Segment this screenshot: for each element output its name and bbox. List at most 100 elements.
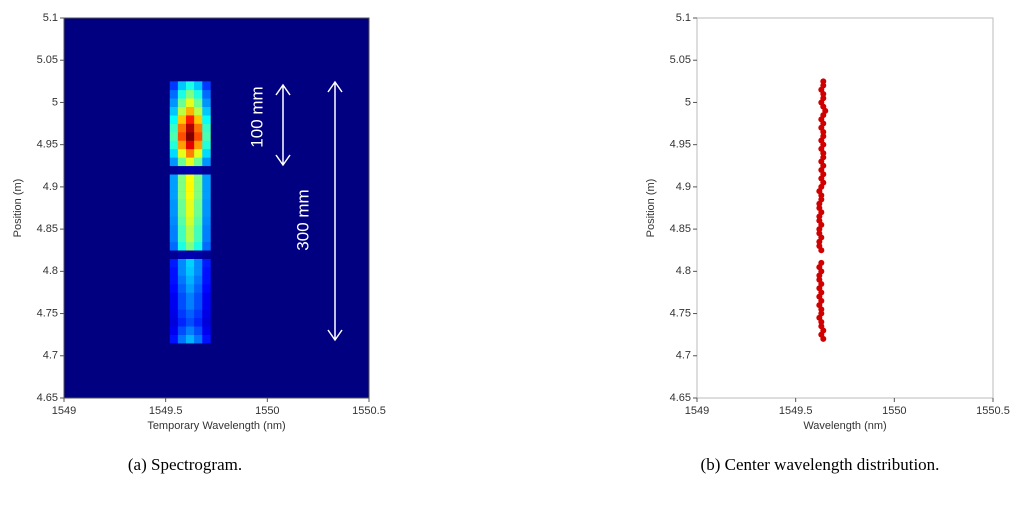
heat-cell — [178, 250, 186, 259]
heat-cell — [194, 183, 202, 192]
heat-cell — [170, 98, 178, 107]
heat-cell — [202, 318, 210, 327]
heat-cell — [194, 81, 202, 90]
heat-cell — [194, 259, 202, 268]
x-tick-label: 1549.5 — [779, 405, 813, 417]
heat-cell — [186, 132, 194, 141]
heat-cell — [194, 115, 202, 124]
heat-cell — [186, 157, 194, 166]
heat-cell — [170, 115, 178, 124]
heat-cell — [170, 309, 178, 318]
heat-cell — [178, 81, 186, 90]
heat-cell — [202, 208, 210, 217]
heat-cell — [186, 115, 194, 124]
heat-cell — [194, 335, 202, 344]
y-tick-label: 5.05 — [37, 54, 58, 66]
heat-cell — [186, 166, 194, 175]
x-axis-label: Temporary Wavelength (nm) — [147, 420, 285, 432]
heat-cell — [202, 326, 210, 335]
heat-cell — [202, 335, 210, 344]
heat-cell — [202, 140, 210, 149]
heat-cell — [186, 276, 194, 285]
heat-cell — [178, 98, 186, 107]
heat-cell — [170, 132, 178, 141]
heat-cell — [202, 309, 210, 318]
heat-cell — [178, 301, 186, 310]
y-tick-label: 4.65 — [670, 392, 691, 404]
heat-cell — [202, 267, 210, 276]
heat-cell — [178, 140, 186, 149]
x-tick-label: 1549.5 — [149, 405, 183, 417]
heat-cell — [202, 233, 210, 242]
heat-cell — [194, 225, 202, 234]
x-tick-label: 1550.5 — [976, 405, 1010, 417]
heat-cell — [170, 200, 178, 209]
heat-cell — [178, 107, 186, 116]
heat-cell — [202, 225, 210, 234]
heat-cell — [202, 107, 210, 116]
heat-cell — [194, 292, 202, 301]
heat-cell — [202, 284, 210, 293]
caption: (a) Spectrogram. — [128, 455, 242, 474]
heat-cell — [194, 124, 202, 133]
heat-cell — [202, 292, 210, 301]
x-tick-label: 1549 — [52, 405, 76, 417]
heat-cell — [186, 98, 194, 107]
heat-cell — [194, 200, 202, 209]
heat-cell — [186, 326, 194, 335]
y-tick-label: 4.85 — [670, 223, 691, 235]
heat-cell — [170, 107, 178, 116]
heat-cell — [202, 259, 210, 268]
heat-cell — [194, 250, 202, 259]
heat-cell — [186, 208, 194, 217]
heat-cell — [202, 157, 210, 166]
heat-cell — [186, 225, 194, 234]
heat-cell — [194, 276, 202, 285]
y-tick-label: 4.85 — [37, 223, 58, 235]
heat-cell — [178, 174, 186, 183]
heat-cell — [202, 132, 210, 141]
y-tick-label: 4.9 — [676, 181, 691, 193]
y-tick-label: 4.8 — [676, 265, 691, 277]
heat-cell — [186, 124, 194, 133]
heat-cell — [202, 191, 210, 200]
heat-cell — [170, 90, 178, 99]
heat-cell — [170, 292, 178, 301]
heat-cell — [178, 259, 186, 268]
heat-cell — [186, 183, 194, 192]
y-tick-label: 5.05 — [670, 54, 691, 66]
heat-cell — [178, 191, 186, 200]
caption: (b) Center wavelength distribution. — [701, 455, 940, 474]
heat-cell — [170, 225, 178, 234]
heat-cell — [194, 90, 202, 99]
heat-cell — [202, 301, 210, 310]
heat-cell — [178, 124, 186, 133]
heat-cell — [170, 124, 178, 133]
heat-cell — [170, 318, 178, 327]
heat-cell — [178, 318, 186, 327]
heat-cell — [194, 318, 202, 327]
x-tick-label: 1550 — [882, 405, 906, 417]
heat-cell — [170, 157, 178, 166]
heat-cell — [170, 242, 178, 251]
heat-cell — [170, 250, 178, 259]
heat-cell — [170, 208, 178, 217]
heat-cell — [194, 216, 202, 225]
heat-cell — [170, 216, 178, 225]
heat-cell — [186, 267, 194, 276]
heat-cell — [194, 301, 202, 310]
x-tick-label: 1550 — [255, 405, 279, 417]
annotation: 300 mm — [293, 189, 312, 250]
heat-cell — [194, 149, 202, 158]
y-tick-label: 5.1 — [676, 12, 691, 24]
heat-cell — [178, 166, 186, 175]
heat-cell — [170, 81, 178, 90]
y-tick-label: 5 — [685, 96, 691, 108]
heat-cell — [170, 174, 178, 183]
y-tick-label: 4.7 — [676, 350, 691, 362]
heat-cell — [178, 267, 186, 276]
heat-cell — [194, 326, 202, 335]
heat-cell — [170, 284, 178, 293]
y-axis-label: Position (m) — [645, 179, 657, 238]
heat-cell — [194, 166, 202, 175]
